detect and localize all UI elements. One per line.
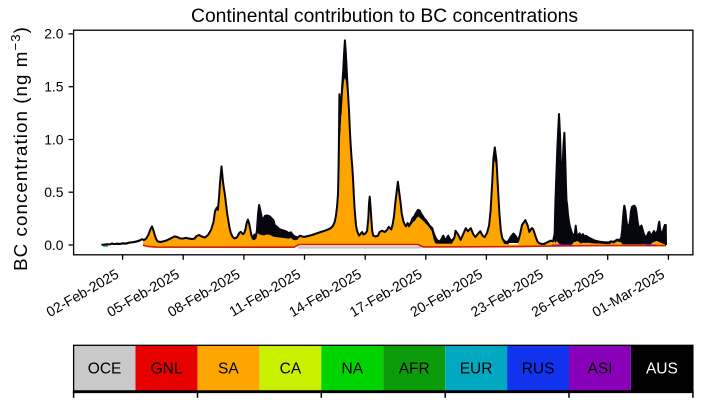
svg-text:AFR: AFR bbox=[399, 361, 430, 378]
svg-text:2.0: 2.0 bbox=[44, 26, 64, 42]
svg-text:0.5: 0.5 bbox=[44, 184, 64, 200]
svg-text:ASI: ASI bbox=[588, 361, 613, 378]
svg-text:RUS: RUS bbox=[522, 361, 555, 378]
svg-text:AUS: AUS bbox=[646, 361, 678, 378]
svg-text:1.0: 1.0 bbox=[44, 131, 64, 147]
svg-text:SA: SA bbox=[218, 361, 239, 378]
svg-text:0.0: 0.0 bbox=[44, 237, 64, 253]
svg-text:BC concentration (ng m−3): BC concentration (ng m−3) bbox=[7, 26, 31, 271]
svg-text:GNL: GNL bbox=[151, 361, 183, 378]
svg-text:EUR: EUR bbox=[460, 361, 493, 378]
svg-text:CA: CA bbox=[280, 361, 302, 378]
svg-text:Continental contribution to BC: Continental contribution to BC concentra… bbox=[191, 6, 578, 27]
svg-text:OCE: OCE bbox=[88, 361, 122, 378]
svg-text:1.5: 1.5 bbox=[44, 79, 64, 95]
svg-text:NA: NA bbox=[342, 361, 364, 378]
